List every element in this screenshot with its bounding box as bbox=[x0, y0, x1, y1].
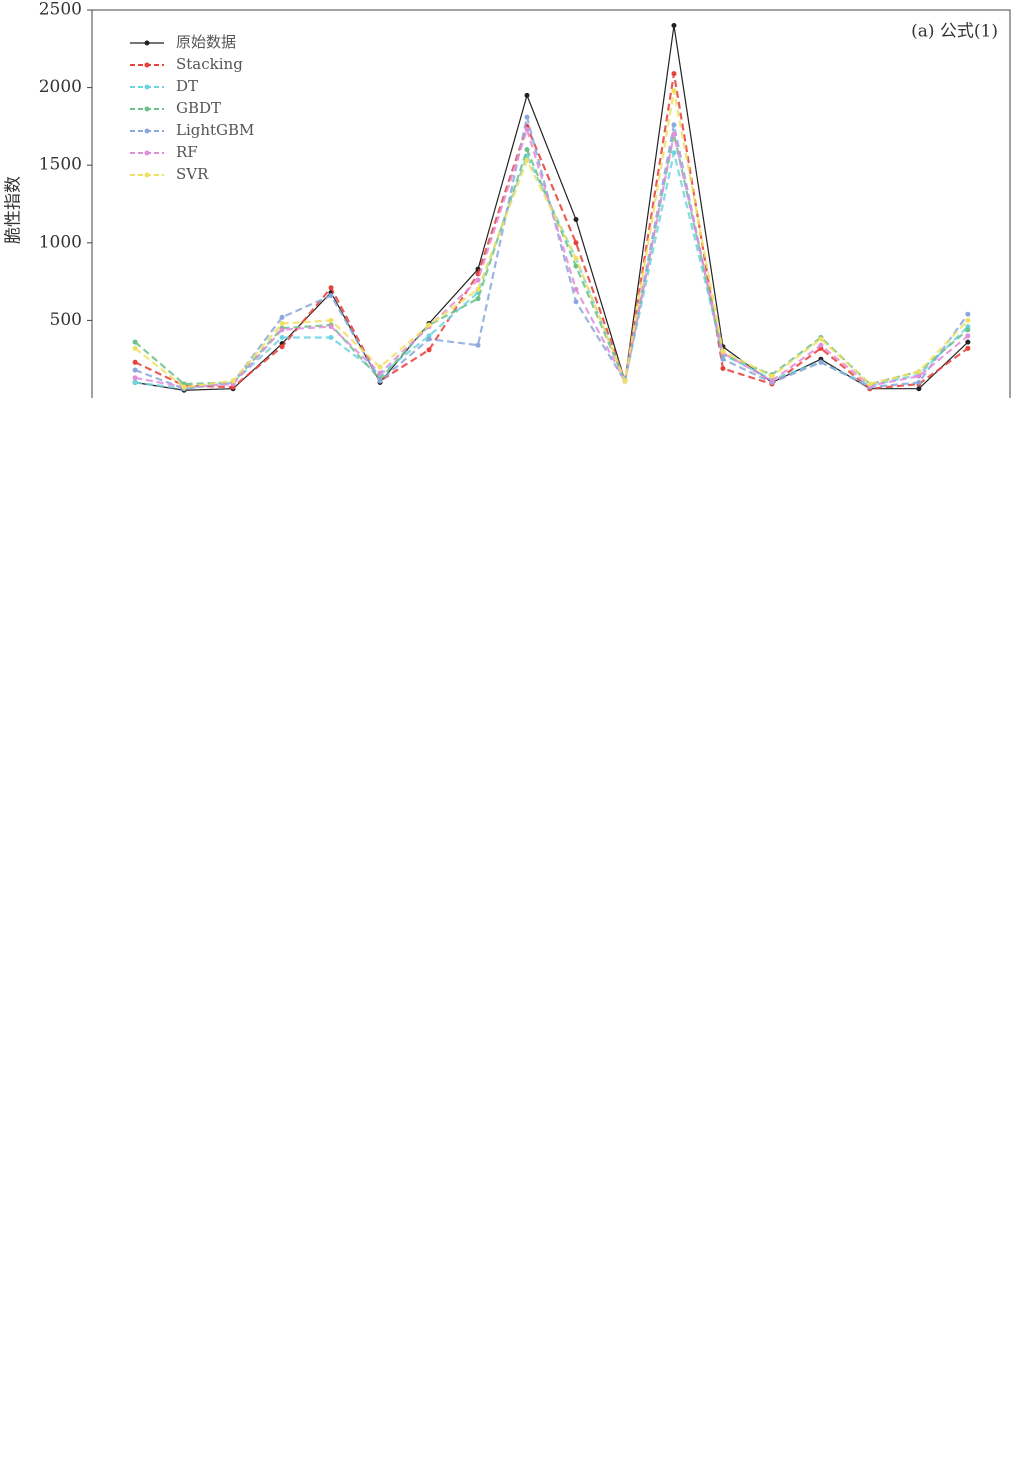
point bbox=[377, 370, 383, 376]
legend-marker bbox=[144, 128, 150, 134]
legend-label: RF bbox=[176, 143, 198, 161]
point bbox=[965, 339, 971, 345]
point bbox=[475, 277, 481, 283]
point bbox=[916, 386, 922, 392]
point bbox=[132, 379, 138, 385]
legend-marker bbox=[144, 106, 150, 112]
y-tick-label: 1000 bbox=[39, 232, 82, 252]
series-line bbox=[134, 73, 969, 390]
legend-label: LightGBM bbox=[176, 121, 254, 139]
legend-marker bbox=[144, 150, 150, 156]
point bbox=[279, 321, 285, 327]
point bbox=[573, 299, 579, 305]
series-line bbox=[134, 90, 969, 389]
point bbox=[279, 327, 285, 333]
point bbox=[573, 263, 579, 269]
point bbox=[524, 114, 530, 120]
point bbox=[328, 285, 334, 291]
point bbox=[132, 339, 138, 345]
point bbox=[328, 334, 334, 340]
y-axis-label: 脆性指数 bbox=[4, 176, 24, 244]
point bbox=[965, 333, 971, 339]
series-line bbox=[134, 152, 969, 390]
point bbox=[524, 92, 530, 98]
legend-marker bbox=[144, 84, 150, 90]
point bbox=[573, 217, 579, 223]
point bbox=[426, 347, 432, 353]
legend-label: SVR bbox=[176, 165, 209, 183]
point bbox=[377, 364, 383, 370]
point bbox=[720, 348, 726, 354]
point bbox=[279, 314, 285, 320]
point bbox=[671, 71, 677, 77]
point bbox=[720, 356, 726, 362]
point bbox=[524, 147, 530, 153]
point bbox=[916, 373, 922, 379]
point bbox=[671, 88, 677, 94]
point bbox=[622, 378, 628, 384]
y-tick-label: 500 bbox=[50, 310, 82, 330]
point bbox=[328, 293, 334, 299]
legend-marker bbox=[144, 40, 150, 46]
axes-frame bbox=[91, 9, 1011, 398]
point bbox=[965, 317, 971, 323]
point bbox=[720, 366, 726, 372]
point bbox=[671, 23, 677, 29]
point bbox=[867, 381, 873, 387]
point bbox=[965, 327, 971, 333]
y-tick-label: 2500 bbox=[39, 0, 82, 20]
point bbox=[671, 122, 677, 128]
point bbox=[965, 345, 971, 351]
series-line bbox=[135, 25, 969, 391]
y-tick-label: 2000 bbox=[39, 77, 82, 97]
point bbox=[181, 384, 187, 390]
point bbox=[132, 375, 138, 381]
point bbox=[916, 369, 922, 375]
point bbox=[524, 127, 530, 133]
point bbox=[671, 150, 677, 156]
point bbox=[573, 240, 579, 246]
point bbox=[377, 378, 383, 384]
point bbox=[573, 286, 579, 292]
point bbox=[475, 342, 481, 348]
legend-label: 原始数据 bbox=[176, 33, 236, 51]
y-tick-label: 1500 bbox=[39, 155, 82, 175]
legend-marker bbox=[144, 172, 150, 178]
point bbox=[279, 344, 285, 350]
point bbox=[426, 336, 432, 342]
point bbox=[475, 286, 481, 292]
point bbox=[475, 296, 481, 302]
legend-marker bbox=[144, 62, 150, 68]
point bbox=[426, 322, 432, 328]
point bbox=[818, 342, 824, 348]
point bbox=[916, 379, 922, 385]
point bbox=[818, 359, 824, 365]
point bbox=[573, 255, 579, 261]
point bbox=[230, 378, 236, 384]
point bbox=[965, 311, 971, 317]
point bbox=[769, 373, 775, 379]
point bbox=[328, 324, 334, 330]
point bbox=[132, 367, 138, 373]
point bbox=[132, 345, 138, 351]
annotation: (a) 公式(1) bbox=[911, 22, 998, 42]
legend-label: DT bbox=[176, 77, 198, 95]
point bbox=[818, 336, 824, 342]
point bbox=[524, 158, 530, 164]
legend-label: Stacking bbox=[176, 55, 243, 73]
point bbox=[279, 334, 285, 340]
point bbox=[132, 359, 138, 365]
point bbox=[769, 378, 775, 384]
point bbox=[671, 131, 677, 137]
series-line bbox=[134, 116, 969, 390]
legend-label: GBDT bbox=[176, 99, 221, 117]
point bbox=[328, 317, 334, 323]
